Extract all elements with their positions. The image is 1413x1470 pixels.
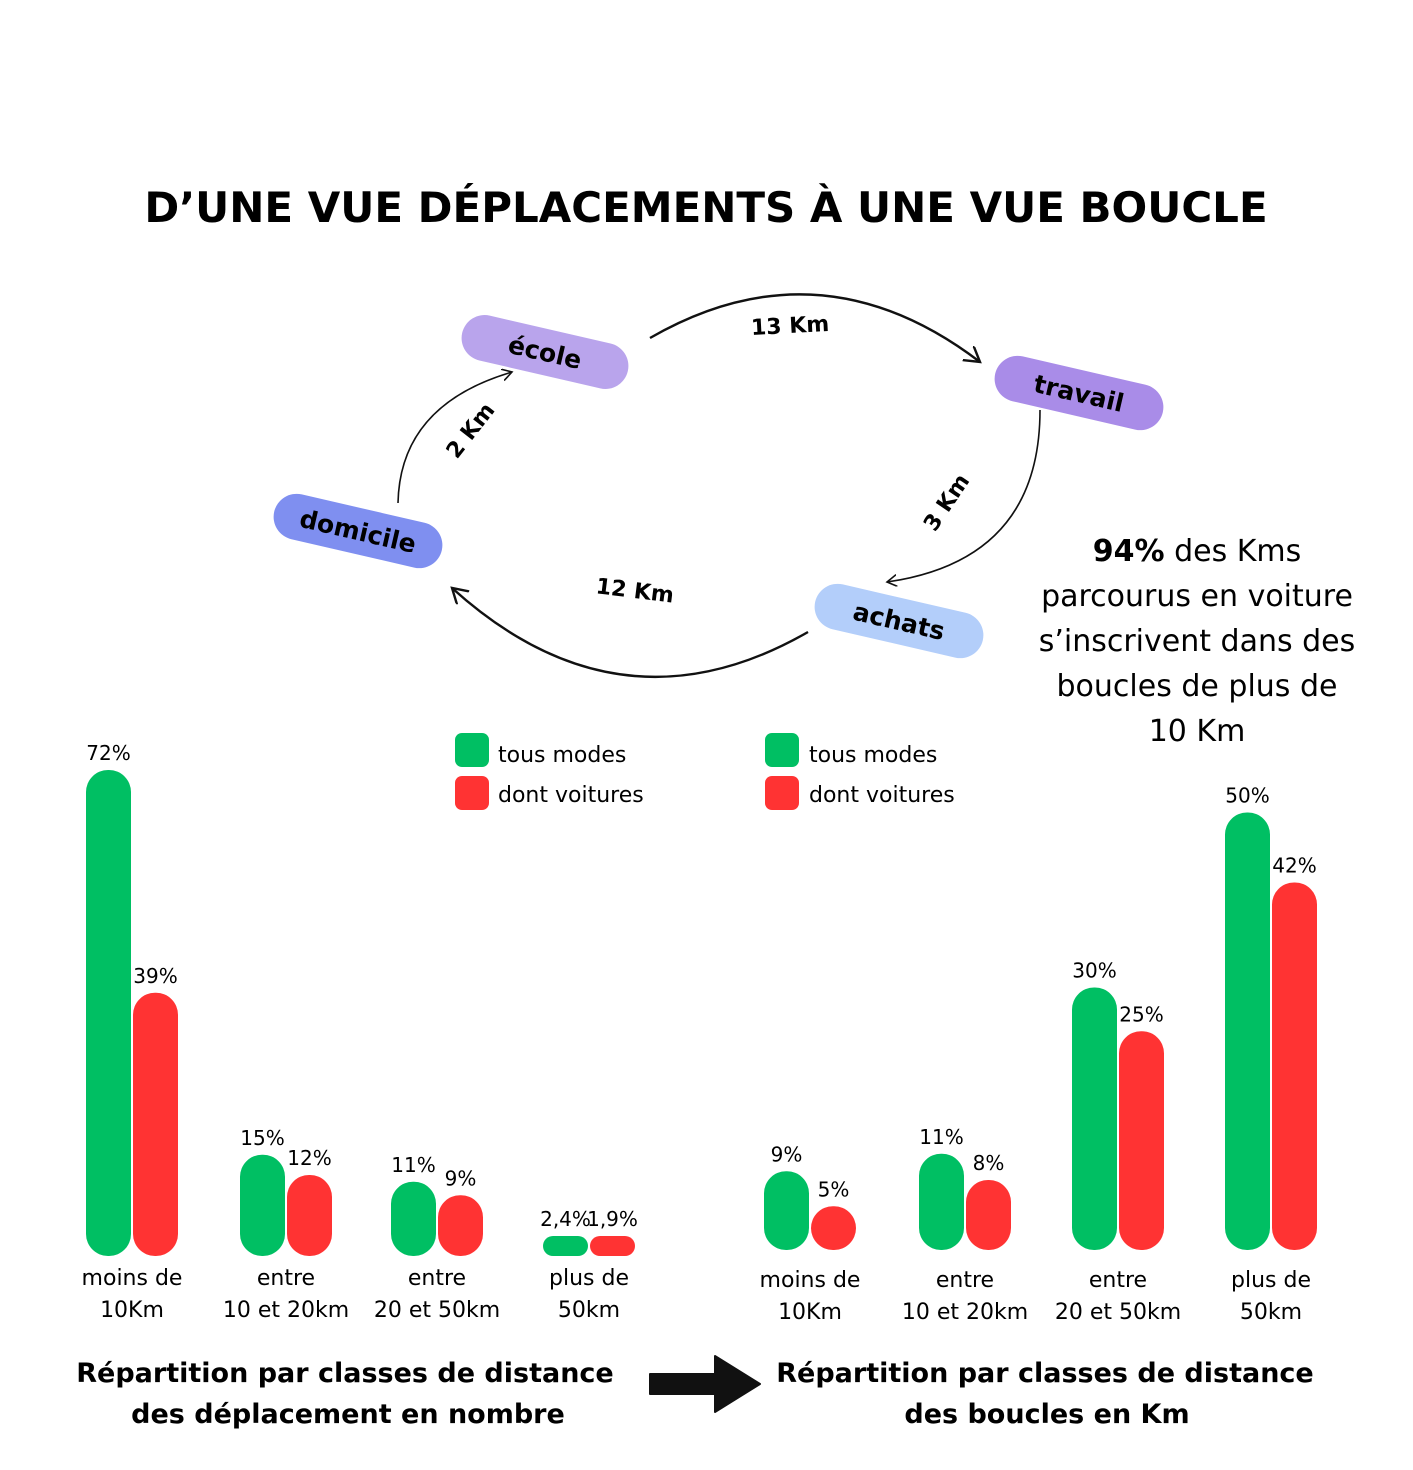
legend-left-cars: dont voitures: [498, 783, 644, 808]
trips-category-label-3-line-2: 20 et 50km: [374, 1298, 500, 1323]
loops-bar-all-2: [919, 1153, 964, 1250]
distance-domicile-ecole: 2 Km: [442, 398, 500, 463]
node-domicile: domicile: [273, 493, 443, 569]
loops-value-label-cars-4: 42%: [1272, 854, 1316, 878]
trips-category-label-2-line-2: 10 et 20km: [223, 1298, 349, 1323]
caption-left-line-2: des déplacement en nombre: [131, 1399, 565, 1430]
trips-value-label-all-2: 15%: [240, 1126, 284, 1150]
legend-left-all: tous modes: [498, 743, 626, 768]
trips-bar-cars-1: [133, 992, 178, 1256]
trips-category-label-2-line-1: entre: [257, 1266, 315, 1291]
loops-bar-cars-3: [1119, 1031, 1164, 1250]
caption-left-line-1: Répartition par classes de distance: [76, 1358, 613, 1389]
loops-bar-all-1: [764, 1171, 809, 1250]
loops-value-label-all-4: 50%: [1225, 784, 1269, 808]
note-line-4: boucles de plus de: [1057, 669, 1338, 704]
loops-value-label-cars-3: 25%: [1119, 1002, 1163, 1026]
loops-category-label-2-line-2: 10 et 20km: [902, 1300, 1028, 1325]
node-travail: travail: [994, 355, 1164, 431]
legend-right-cars: dont voitures: [809, 783, 955, 808]
trips-value-label-cars-1: 39%: [133, 964, 177, 988]
caption-right-line-1: Répartition par classes de distance: [776, 1358, 1313, 1389]
trips-bar-all-4: [543, 1236, 588, 1256]
legend-right: tous modes dont voitures: [765, 733, 955, 810]
node-achats-pill: [814, 583, 984, 659]
arc-ecole-travail: [649, 293, 980, 362]
loops-value-label-all-3: 30%: [1072, 959, 1116, 983]
loops-category-label-2-line-1: entre: [936, 1268, 994, 1293]
trips-category-label-1-line-2: 10Km: [100, 1298, 164, 1323]
loops-bar-all-3: [1072, 987, 1117, 1250]
distance-travail-achats: 3 Km: [919, 470, 975, 536]
note-line-1: 94% des Kms: [1093, 534, 1302, 569]
trips-value-label-all-4: 2,4%: [540, 1207, 591, 1231]
page-title: D’UNE VUE DÉPLACEMENTS À UNE VUE BOUCLE: [144, 182, 1267, 232]
node-achats: achats: [814, 583, 984, 659]
trips-category-label-1-line-1: moins de: [82, 1266, 183, 1291]
legend-right-swatch-all: [765, 733, 799, 767]
node-ecole: école: [461, 315, 629, 389]
trips-bar-cars-2: [287, 1175, 332, 1256]
legend-right-all: tous modes: [809, 743, 937, 768]
loops-bar-cars-1: [811, 1206, 856, 1250]
distance-ecole-travail: 13 Km: [750, 312, 829, 341]
loops-category-label-1-line-2: 10Km: [778, 1300, 842, 1325]
trips-value-label-cars-3: 9%: [445, 1166, 477, 1190]
loops-bar-cars-2: [966, 1180, 1011, 1250]
loops-value-label-cars-2: 8%: [973, 1151, 1005, 1175]
trips-value-label-cars-4: 1,9%: [587, 1207, 638, 1231]
legend-right-swatch-cars: [765, 776, 799, 810]
legend-left-swatch-all: [455, 733, 489, 767]
note-line-5: 10 Km: [1149, 714, 1246, 749]
legend-left-swatch-cars: [455, 776, 489, 810]
loop-diagram: école travail domicile achats 13 Km 3 Km…: [273, 293, 1164, 679]
trips-value-label-all-3: 11%: [391, 1153, 435, 1177]
node-ecole-pill: [461, 315, 629, 389]
arrow-right-icon: [649, 1355, 761, 1413]
loops-category-label-3-line-2: 20 et 50km: [1055, 1300, 1181, 1325]
caption-right-line-2: des boucles en Km: [904, 1399, 1189, 1430]
trips-bar-all-3: [391, 1181, 436, 1256]
node-domicile-pill: [273, 493, 443, 569]
loops-category-label-4-line-2: 50km: [1240, 1300, 1302, 1325]
note-line-3: s’inscrivent dans des: [1039, 624, 1356, 659]
arc-achats-domicile: [452, 588, 809, 679]
trips-category-label-4-line-2: 50km: [558, 1298, 620, 1323]
loops-category-label-4-line-1: plus de: [1231, 1268, 1311, 1293]
loops-bar-all-4: [1225, 812, 1270, 1250]
trips-bar-cars-4: [590, 1236, 635, 1256]
trips-bar-all-2: [240, 1154, 285, 1256]
loops-value-label-cars-1: 5%: [818, 1177, 850, 1201]
loops-value-label-all-2: 11%: [919, 1125, 963, 1149]
chart-trips-by-distance: 72% 39% moins de 10Km 15%12% entre 10 et 20km 1…: [82, 741, 638, 1323]
arc-travail-achats: [887, 409, 1041, 582]
loops-value-label-all-1: 9%: [771, 1142, 803, 1166]
arc-domicile-ecole: [397, 372, 512, 504]
trips-bar-cars-3: [438, 1195, 483, 1256]
legend-left: tous modes dont voitures: [455, 733, 644, 810]
loops-bar-cars-4: [1272, 882, 1317, 1250]
trips-category-label-4-line-1: plus de: [549, 1266, 629, 1291]
highlight-note: 94% des Kms parcourus en voiture s’inscr…: [1039, 534, 1356, 749]
trips-bar-all-1: [86, 770, 131, 1256]
note-line-1-rest: des Kms: [1165, 534, 1302, 569]
distance-achats-domicile: 12 Km: [594, 574, 675, 608]
loops-category-label-1-line-1: moins de: [760, 1268, 861, 1293]
loops-category-label-3-line-1: entre: [1089, 1268, 1147, 1293]
trips-category-label-3-line-1: entre: [408, 1266, 466, 1291]
note-percent: 94%: [1093, 534, 1165, 569]
trips-value-label-all-1: 72%: [86, 741, 130, 765]
note-line-2: parcourus en voiture: [1041, 579, 1353, 614]
node-travail-pill: [994, 355, 1164, 431]
trips-value-label-cars-2: 12%: [287, 1146, 331, 1170]
